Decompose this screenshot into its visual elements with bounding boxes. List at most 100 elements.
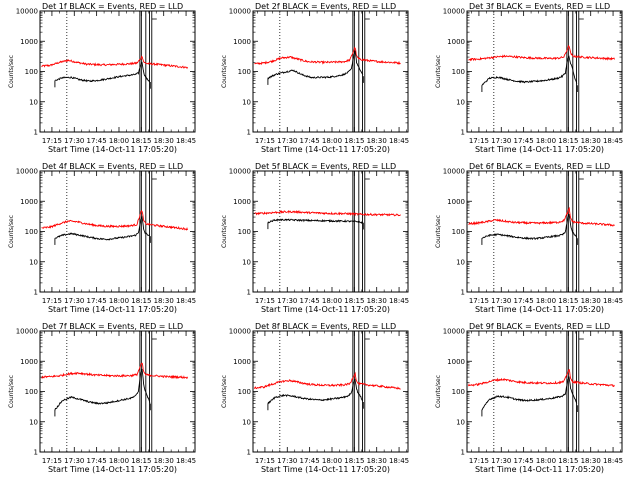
x-tick-label: 17:30 xyxy=(64,297,84,305)
y-tick-label: 100 xyxy=(238,68,251,76)
x-tick-label: 17:30 xyxy=(64,137,84,145)
plot-frame xyxy=(252,170,409,293)
y-tick-label: 100 xyxy=(452,388,465,396)
y-tick-label: 100 xyxy=(25,228,38,236)
x-tick-label: 18:00 xyxy=(322,137,342,145)
panel-title: Det 1f BLACK = Events, RED = LLD xyxy=(42,2,183,11)
y-tick-label: 1 xyxy=(461,289,465,297)
events-series-line xyxy=(481,214,578,241)
y-axis-label: Counts/sec xyxy=(8,55,15,88)
x-tick-label: 17:45 xyxy=(300,457,320,465)
x-tick-label: 18:15 xyxy=(131,297,151,305)
x-tick-label: 18:15 xyxy=(558,297,578,305)
x-tick-label: 18:45 xyxy=(176,457,196,465)
y-tick-label: 10 xyxy=(456,258,465,266)
x-tick-label: 18:00 xyxy=(109,457,129,465)
y-axis-label: Counts/sec xyxy=(221,375,228,408)
x-tick-label: 18:30 xyxy=(367,457,387,465)
panel-det-9: Det 9f BLACK = Events, RED = LLD 1 10 100 10… xyxy=(435,322,623,474)
x-tick-label: 18:00 xyxy=(109,297,129,305)
y-tick-label: 10 xyxy=(29,98,38,106)
y-tick-label: 100 xyxy=(452,68,465,76)
panel-title: Det 2f BLACK = Events, RED = LLD xyxy=(255,2,396,11)
x-tick-label: 18:15 xyxy=(344,457,364,465)
x-tick-label: 17:30 xyxy=(491,457,511,465)
events-series-line xyxy=(481,376,578,411)
panel-title: Det 9f BLACK = Events, RED = LLD xyxy=(469,322,610,331)
plot-frame xyxy=(466,330,623,453)
x-axis-label: Start Time (14-Oct-11 17:05:20) xyxy=(475,465,604,474)
y-tick-label: 10000 xyxy=(229,168,251,176)
x-tick-label: 18:00 xyxy=(322,457,342,465)
lld-series-line xyxy=(41,209,188,231)
lld-series-line xyxy=(254,209,401,217)
x-tick-label: 17:45 xyxy=(87,297,107,305)
x-tick-label: 17:45 xyxy=(300,297,320,305)
x-tick-label: 18:15 xyxy=(558,137,578,145)
panel-title: Det 4f BLACK = Events, RED = LLD xyxy=(42,162,183,171)
x-axis-label: Start Time (14-Oct-11 17:05:20) xyxy=(475,305,604,314)
y-tick-label: 10000 xyxy=(16,328,38,336)
y-tick-label: 1000 xyxy=(20,198,38,206)
y-tick-label: 1000 xyxy=(20,38,38,46)
panel-det-1: Det 1f BLACK = Events, RED = LLD 1 10 100 10… xyxy=(8,2,196,154)
y-tick-label: 10000 xyxy=(229,8,251,16)
y-tick-label: 10 xyxy=(29,418,38,426)
panel-title: Det 7f BLACK = Events, RED = LLD xyxy=(42,322,183,331)
x-tick-label: 18:45 xyxy=(176,137,196,145)
x-tick-label: 17:30 xyxy=(277,297,297,305)
x-tick-label: 18:30 xyxy=(581,297,601,305)
y-tick-label: 10 xyxy=(242,418,251,426)
y-axis-label: Counts/sec xyxy=(8,375,15,408)
x-tick-label: 17:30 xyxy=(277,137,297,145)
lld-series-line xyxy=(254,371,401,390)
x-tick-label: 17:45 xyxy=(514,457,534,465)
y-tick-label: 1 xyxy=(461,129,465,137)
x-axis-label: Start Time (14-Oct-11 17:05:20) xyxy=(48,465,177,474)
x-tick-label: 17:15 xyxy=(255,137,275,145)
y-axis-label: Counts/sec xyxy=(435,215,442,248)
x-tick-label: 18:30 xyxy=(367,137,387,145)
y-tick-label: 10 xyxy=(242,258,251,266)
y-tick-label: 10000 xyxy=(16,168,38,176)
y-tick-label: 1000 xyxy=(233,38,251,46)
y-axis-label: Counts/sec xyxy=(435,375,442,408)
x-tick-label: 18:00 xyxy=(536,137,556,145)
x-tick-label: 17:30 xyxy=(491,297,511,305)
panel-det-3: Det 3f BLACK = Events, RED = LLD 1 10 100 10… xyxy=(435,2,623,154)
y-tick-label: 1 xyxy=(34,129,38,137)
x-tick-label: 18:15 xyxy=(131,457,151,465)
panel-det-6: Det 6f BLACK = Events, RED = LLD 1 10 100 10… xyxy=(435,162,623,314)
x-axis-label: Start Time (14-Oct-11 17:05:20) xyxy=(261,145,390,154)
x-tick-label: 18:00 xyxy=(536,297,556,305)
lld-series-line xyxy=(468,44,615,62)
y-axis-label: Counts/sec xyxy=(435,55,442,88)
y-tick-label: 1000 xyxy=(233,198,251,206)
y-tick-label: 1 xyxy=(461,449,465,457)
plot-frame xyxy=(252,10,409,133)
y-tick-label: 1 xyxy=(247,129,251,137)
events-series-line xyxy=(267,378,363,405)
lld-series-line xyxy=(41,55,188,70)
x-tick-label: 17:45 xyxy=(87,457,107,465)
x-tick-label: 17:15 xyxy=(42,297,62,305)
x-axis-label: Start Time (14-Oct-11 17:05:20) xyxy=(475,145,604,154)
x-tick-label: 17:15 xyxy=(42,137,62,145)
x-tick-label: 17:30 xyxy=(277,457,297,465)
y-tick-label: 10 xyxy=(456,98,465,106)
plot-frame xyxy=(39,10,196,133)
y-tick-label: 1 xyxy=(34,449,38,457)
x-tick-label: 18:00 xyxy=(536,457,556,465)
plot-frame xyxy=(466,10,623,133)
y-tick-label: 10000 xyxy=(443,8,465,16)
plot-frame xyxy=(466,170,623,293)
x-tick-label: 18:45 xyxy=(389,457,409,465)
y-tick-label: 100 xyxy=(238,228,251,236)
events-series-line xyxy=(54,215,151,241)
panel-det-4: Det 4f BLACK = Events, RED = LLD 1 10 100 10… xyxy=(8,162,196,314)
x-tick-label: 18:45 xyxy=(603,457,623,465)
y-tick-label: 1000 xyxy=(447,198,465,206)
x-tick-label: 18:00 xyxy=(322,297,342,305)
x-tick-label: 17:15 xyxy=(469,297,489,305)
x-tick-label: 17:15 xyxy=(255,457,275,465)
